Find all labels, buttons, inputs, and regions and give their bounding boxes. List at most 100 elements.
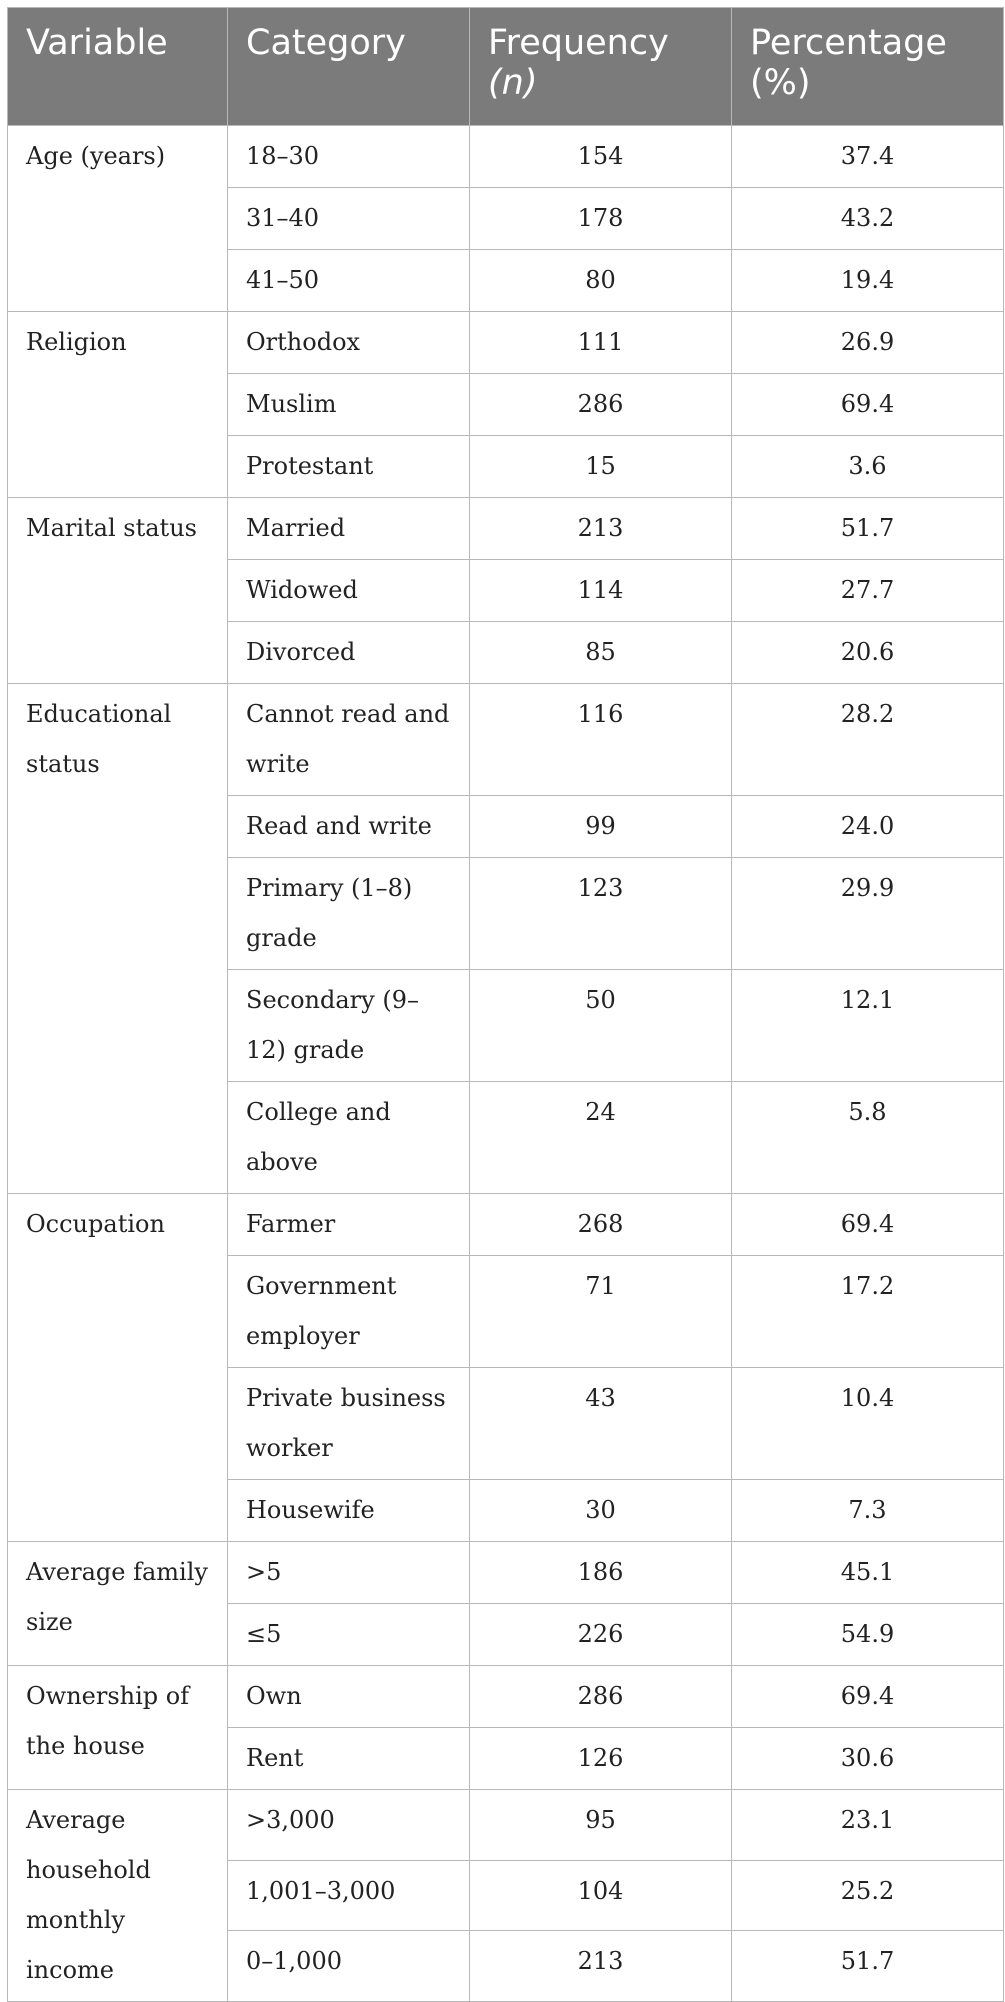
frequency-cell: 178 (469, 187, 732, 250)
category-cell: Farmer (227, 1193, 470, 1256)
table-row: Primary (1–8) grade 123 29.9 (8, 857, 1004, 970)
category-cell: Widowed (227, 559, 470, 622)
frequency-cell: 186 (469, 1541, 732, 1604)
category-cell: Married (227, 497, 470, 560)
category-cell: Divorced (227, 621, 470, 684)
category-cell: 0–1,000 (227, 1930, 470, 2002)
frequency-cell: 286 (469, 1665, 732, 1728)
frequency-cell: 99 (469, 795, 732, 858)
frequency-cell: 80 (469, 249, 732, 312)
frequency-cell: 268 (469, 1193, 732, 1256)
percentage-cell: 24.0 (731, 795, 1004, 858)
variable-cell: Educational status (7, 683, 228, 1194)
frequency-cell: 126 (469, 1727, 732, 1790)
percentage-cell: 30.6 (731, 1727, 1004, 1790)
percentage-cell: 25.2 (731, 1859, 1004, 1932)
percentage-cell: 5.8 (731, 1081, 1004, 1194)
frequency-cell: 24 (469, 1081, 732, 1194)
frequency-cell: 71 (469, 1255, 732, 1368)
percentage-cell: 12.1 (731, 969, 1004, 1082)
table-row: Average family size >5 186 45.1 (7, 1541, 1004, 1666)
frequency-cell: 213 (469, 497, 732, 560)
header-row: Variable Category Frequency (n) Percenta… (7, 7, 1004, 126)
table-row: Private business worker 43 10.4 (8, 1367, 1004, 1480)
variable-cell: Occupation (7, 1193, 228, 1542)
percentage-cell: 28.2 (731, 683, 1004, 796)
percentage-cell: 69.4 (731, 373, 1004, 436)
percentage-cell: 69.4 (731, 1665, 1004, 1728)
category-cell: Secondary (9–12) grade (227, 969, 470, 1082)
table-row: Muslim 286 69.4 (8, 373, 1004, 436)
header-variable: Variable (7, 7, 228, 126)
header-frequency-n: (n) (488, 63, 538, 103)
frequency-cell: 116 (469, 683, 732, 796)
table-row: College and above 24 5.8 (8, 1081, 1004, 1194)
percentage-cell: 45.1 (731, 1541, 1004, 1604)
frequency-cell: 114 (469, 559, 732, 622)
percentage-cell: 10.4 (731, 1367, 1004, 1480)
frequency-cell: 30 (469, 1479, 732, 1542)
category-cell: Housewife (227, 1479, 470, 1542)
category-cell: Rent (227, 1727, 470, 1790)
percentage-cell: 23.1 (731, 1789, 1004, 1861)
percentage-cell: 3.6 (731, 435, 1004, 498)
category-cell: 31–40 (227, 187, 470, 250)
frequency-cell: 226 (469, 1603, 732, 1666)
category-cell: Government employer (227, 1255, 470, 1368)
frequency-cell: 43 (469, 1367, 732, 1480)
category-cell: ≤5 (227, 1603, 470, 1666)
table-row: 1,001–3,000 104 25.2 (8, 1859, 1004, 1932)
table-row: Divorced 85 20.6 (8, 621, 1004, 684)
category-cell: Primary (1–8) grade (227, 857, 470, 970)
table-row: Rent 126 30.6 (8, 1727, 1004, 1790)
category-cell: 1,001–3,000 (227, 1859, 470, 1932)
frequency-cell: 104 (469, 1859, 732, 1932)
variable-cell: Marital status (7, 497, 228, 684)
table-row: Ownership of the house Own 286 69.4 (7, 1665, 1004, 1790)
frequency-cell: 286 (469, 373, 732, 436)
variable-cell: Age (years) (7, 125, 228, 312)
percentage-cell: 17.2 (731, 1255, 1004, 1368)
variable-cell: Average family size (7, 1541, 228, 1666)
category-cell: 41–50 (227, 249, 470, 312)
percentage-cell: 7.3 (731, 1479, 1004, 1542)
variable-cell: Ownership of the house (7, 1665, 228, 1790)
table-row: Average household monthly income >3,000 95… (7, 1789, 1004, 2002)
header-category: Category (227, 7, 470, 126)
category-cell: Muslim (227, 373, 470, 436)
percentage-cell: 51.7 (731, 1930, 1004, 2002)
table-row: 31–40 178 43.2 (8, 187, 1004, 250)
frequency-cell: 123 (469, 857, 732, 970)
category-cell: Cannot read and write (227, 683, 470, 796)
table-row: Government employer 71 17.2 (8, 1255, 1004, 1368)
frequency-cell: 50 (469, 969, 732, 1082)
variable-cell: Religion (7, 311, 228, 498)
percentage-cell: 27.7 (731, 559, 1004, 622)
category-cell: Orthodox (227, 311, 470, 374)
header-frequency: Frequency (n) (469, 7, 732, 126)
category-cell: Private business worker (227, 1367, 470, 1480)
header-frequency-label: Frequency (488, 23, 669, 63)
category-cell: Protestant (227, 435, 470, 498)
table-body: Age (years) 18–30 154 37.4 31–40 178 43.2 41–50… (7, 125, 1004, 2002)
table-header: Variable Category Frequency (n) Percenta… (7, 7, 1004, 126)
frequency-cell: 213 (469, 1930, 732, 2002)
percentage-cell: 54.9 (731, 1603, 1004, 1666)
data-table: Variable Category Frequency (n) Percenta… (7, 7, 1004, 2002)
percentage-cell: 26.9 (731, 311, 1004, 374)
table-row: Read and write 99 24.0 (8, 795, 1004, 858)
percentage-cell: 20.6 (731, 621, 1004, 684)
table-row: Occupation Farmer 268 69.4 (7, 1193, 1004, 1542)
table-row: Widowed 114 27.7 (8, 559, 1004, 622)
percentage-cell: 43.2 (731, 187, 1004, 250)
category-cell: College and above (227, 1081, 470, 1194)
percentage-cell: 69.4 (731, 1193, 1004, 1256)
frequency-cell: 111 (469, 311, 732, 374)
table-row: Marital status Married 213 51.7 (7, 497, 1004, 684)
header-percentage: Percentage (%) (731, 7, 1004, 126)
frequency-cell: 15 (469, 435, 732, 498)
percentage-cell: 29.9 (731, 857, 1004, 970)
category-cell: Read and write (227, 795, 470, 858)
percentage-cell: 19.4 (731, 249, 1004, 312)
